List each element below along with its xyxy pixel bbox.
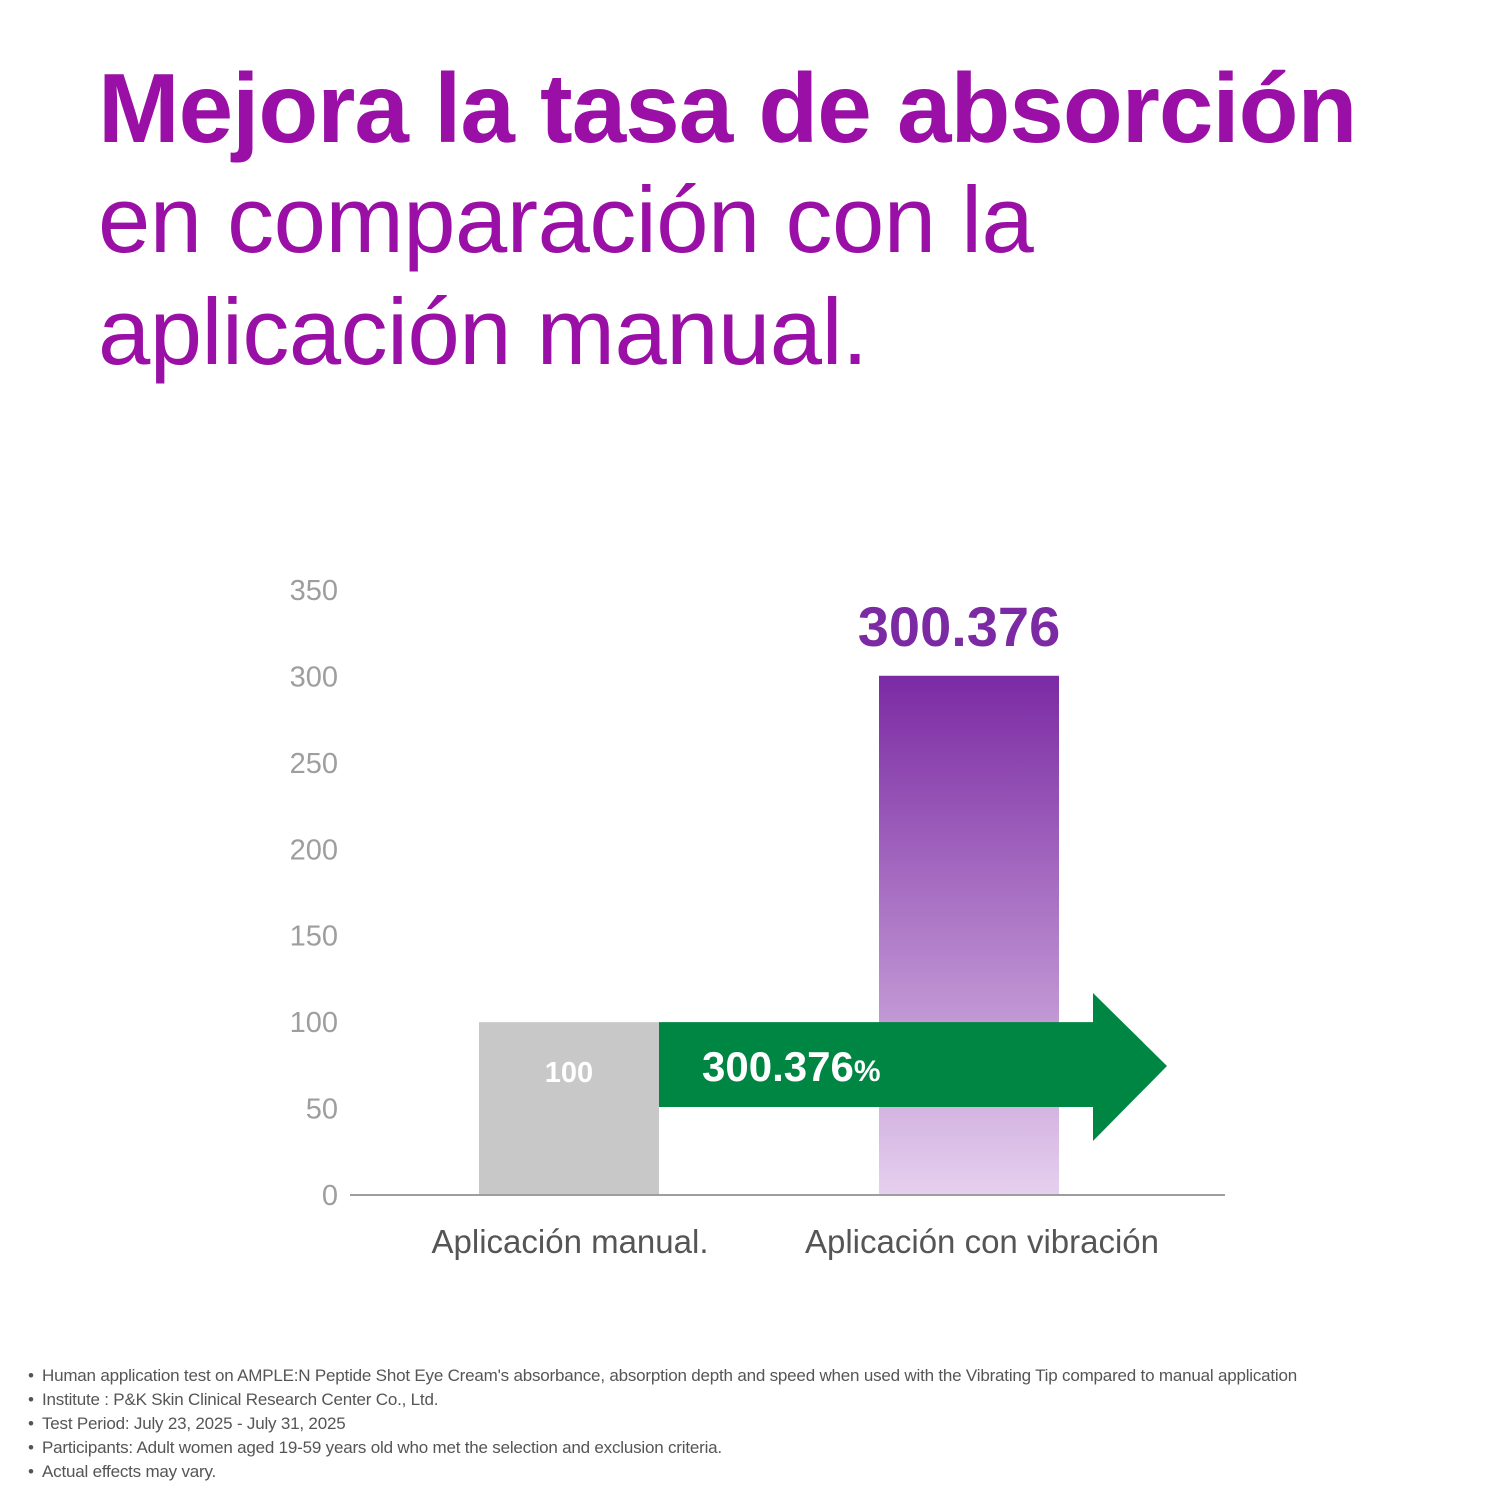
arrow-label: 300.376%: [702, 1043, 881, 1090]
y-axis-ticks: 0 50 100 150 200 250 300 350: [290, 575, 338, 1212]
footnote: Actual effects may vary.: [28, 1460, 1488, 1484]
arrow-shape: [659, 993, 1167, 1141]
y-tick-label: 250: [290, 748, 338, 780]
footnotes: Human application test on AMPLE:N Peptid…: [28, 1364, 1488, 1484]
y-tick-label: 0: [322, 1180, 338, 1212]
y-tick-label: 100: [290, 1007, 338, 1039]
bar-chart: 0 50 100 150 200 250 300 350 300.376% 100 300.37…: [290, 575, 1225, 1260]
footnote: Test Period: July 23, 2025 - July 31, 20…: [28, 1412, 1488, 1436]
labels: 100 300.376 Aplicación manual. Aplicación c…: [432, 595, 1160, 1260]
y-tick-label: 350: [290, 575, 338, 607]
footnote: Participants: Adult women aged 19-59 yea…: [28, 1436, 1488, 1460]
bar: [479, 1022, 659, 1195]
footnote: Institute : P&K Skin Clinical Research C…: [28, 1388, 1488, 1412]
x-category-label: Aplicación manual.: [432, 1223, 709, 1260]
headline: Mejora la tasa de absorción en comparaci…: [98, 52, 1458, 388]
footnote: Human application test on AMPLE:N Peptid…: [28, 1364, 1488, 1388]
bars: [479, 675, 1059, 1195]
headline-bold: Mejora la tasa de absorción: [98, 53, 1357, 163]
headline-subtitle: en comparación con la aplicación manual.: [98, 167, 1034, 384]
growth-arrow: 300.376%: [659, 993, 1167, 1141]
bar-value-label: 300.376: [858, 595, 1060, 658]
x-category-label: Aplicación con vibración: [805, 1223, 1159, 1260]
y-tick-label: 150: [290, 921, 338, 953]
bar: [879, 675, 1059, 1195]
y-tick-label: 300: [290, 661, 338, 693]
y-tick-label: 200: [290, 834, 338, 866]
y-tick-label: 50: [306, 1094, 338, 1126]
bar-value-label: 100: [545, 1057, 593, 1089]
